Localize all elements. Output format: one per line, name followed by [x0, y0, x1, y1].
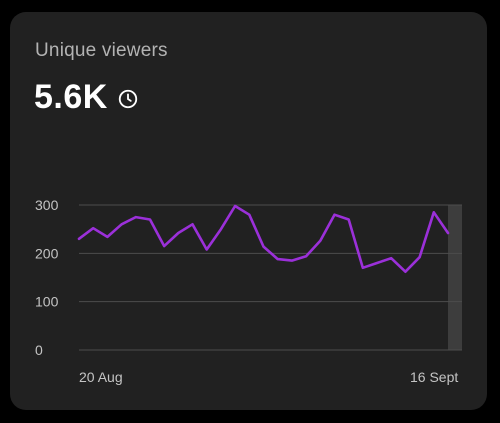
x-tick-label-start: 20 Aug: [79, 369, 123, 385]
data-point-19[interactable]: [346, 217, 352, 223]
line-chart[interactable]: 300 200 100 0: [10, 12, 487, 410]
data-point-0[interactable]: [76, 236, 82, 242]
data-point-20[interactable]: [360, 265, 366, 271]
data-point-22[interactable]: [388, 255, 394, 261]
series-layer: [76, 203, 451, 275]
data-point-1[interactable]: [90, 225, 96, 231]
highlight-band: [448, 205, 462, 350]
data-point-14[interactable]: [275, 256, 281, 262]
card-title: Unique viewers: [35, 40, 168, 61]
data-point-5[interactable]: [147, 217, 153, 223]
series-line[interactable]: [77, 204, 450, 274]
data-point-4[interactable]: [133, 214, 139, 220]
data-point-25[interactable]: [431, 209, 437, 215]
y-axis-labels: 300 200 100 0: [35, 197, 59, 358]
x-tick-label-end: 16 Sept: [410, 369, 459, 385]
data-point-9[interactable]: [204, 246, 210, 252]
y-tick-label-0: 0: [35, 342, 43, 358]
grid-layer: [79, 204, 462, 351]
data-point-11[interactable]: [232, 203, 238, 209]
data-point-24[interactable]: [417, 254, 423, 260]
y-tick-label-300: 300: [35, 197, 59, 213]
clock-icon[interactable]: [117, 88, 139, 110]
metric-value: 5.6K: [34, 78, 108, 116]
data-point-12[interactable]: [246, 212, 252, 218]
data-point-21[interactable]: [374, 260, 380, 266]
data-point-2[interactable]: [104, 234, 110, 240]
metric-row: 5.6K: [34, 78, 139, 117]
data-point-26[interactable]: [445, 230, 451, 236]
data-point-13[interactable]: [261, 244, 267, 250]
data-point-23[interactable]: [402, 269, 408, 275]
data-point-7[interactable]: [175, 230, 181, 236]
data-point-6[interactable]: [161, 243, 167, 249]
y-tick-label-100: 100: [35, 294, 59, 310]
data-point-18[interactable]: [331, 212, 337, 218]
data-point-10[interactable]: [218, 226, 224, 232]
y-tick-label-200: 200: [35, 245, 59, 261]
data-point-15[interactable]: [289, 258, 295, 264]
data-point-17[interactable]: [317, 238, 323, 244]
data-point-3[interactable]: [119, 221, 125, 227]
unique-viewers-card[interactable]: Unique viewers 5.6K 300 200 100 0 20 Aug 16…: [10, 12, 487, 410]
data-point-8[interactable]: [190, 221, 196, 227]
data-point-16[interactable]: [303, 253, 309, 259]
